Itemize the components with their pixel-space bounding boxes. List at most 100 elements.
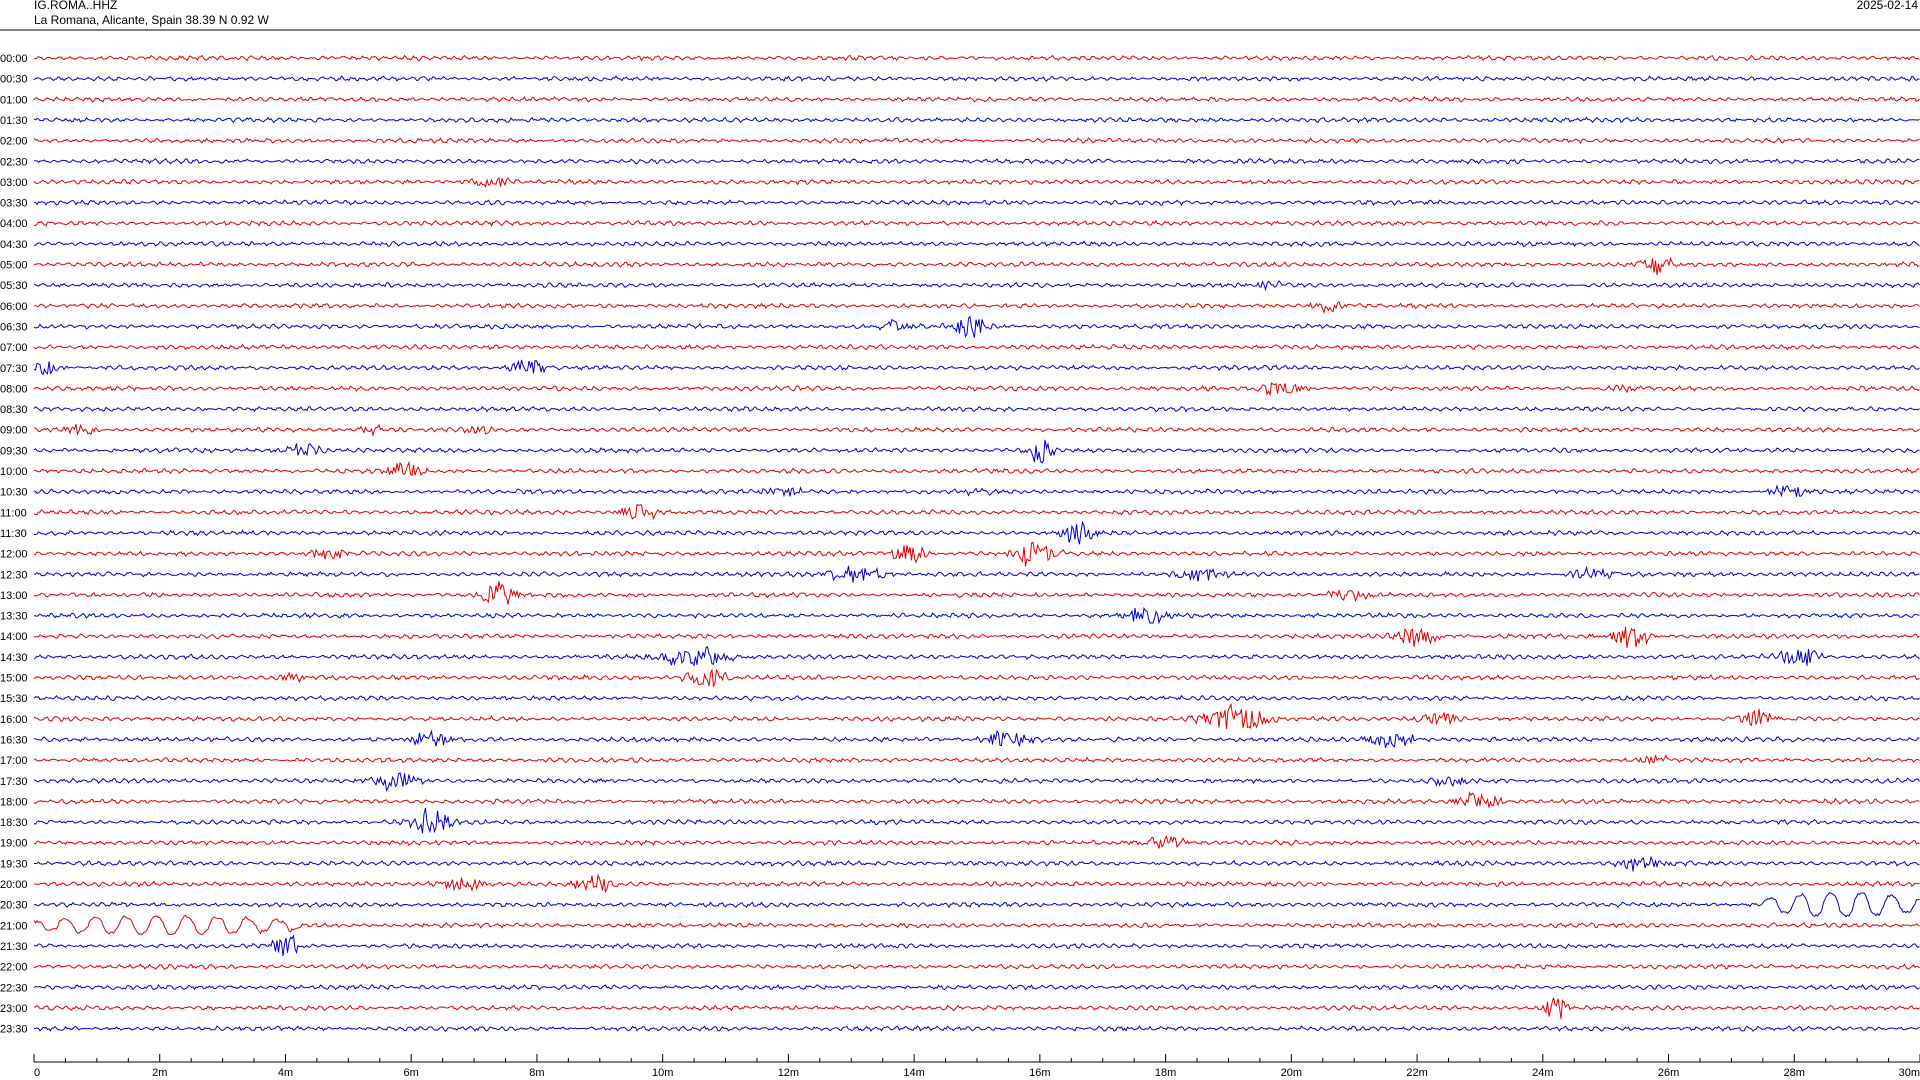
seismic-trace-1730 — [33, 772, 1920, 792]
x-tick-label: 6m — [404, 1067, 419, 1079]
row-time-label: 13:00 — [0, 590, 28, 602]
row-time-label: 20:30 — [0, 900, 28, 912]
row-time-label: 20:00 — [0, 879, 28, 891]
seismic-trace-1530 — [33, 694, 1920, 702]
row-time-label: 00:30 — [0, 74, 28, 86]
row-time-label: 01:30 — [0, 115, 28, 127]
seismic-trace-2100 — [33, 914, 1920, 936]
seismic-trace-1430 — [33, 645, 1920, 667]
row-time-label: 11:30 — [0, 528, 27, 540]
seismic-trace-1200 — [33, 541, 1920, 567]
seismic-trace-2300 — [33, 997, 1920, 1019]
row-time-label: 16:00 — [0, 714, 28, 726]
row-time-label: 00:00 — [0, 53, 28, 65]
seismic-trace-0330 — [33, 199, 1920, 207]
row-time-label: 17:00 — [0, 755, 28, 767]
seismic-trace-0630 — [33, 315, 1920, 339]
seismic-trace-2230 — [33, 983, 1920, 991]
x-tick-label: 28m — [1784, 1067, 1805, 1079]
row-time-label: 23:30 — [0, 1024, 28, 1036]
row-time-label: 02:00 — [0, 136, 28, 148]
seismic-trace-0600 — [33, 301, 1920, 315]
seismic-trace-1330 — [33, 606, 1920, 625]
seismic-trace-1600 — [33, 702, 1920, 730]
x-tick-label: 18m — [1155, 1067, 1176, 1079]
x-tick-label: 16m — [1029, 1067, 1050, 1079]
seismic-trace-0300 — [33, 176, 1920, 188]
seismic-trace-2200 — [33, 963, 1920, 970]
row-time-label: 17:30 — [0, 776, 28, 788]
row-time-label: 15:30 — [0, 693, 28, 705]
row-time-label: 14:00 — [0, 631, 28, 643]
row-time-label: 21:00 — [0, 920, 28, 932]
row-time-label: 23:00 — [0, 1003, 28, 1015]
row-time-label: 18:00 — [0, 796, 28, 808]
seismic-trace-0530 — [33, 279, 1920, 292]
row-time-label: 19:30 — [0, 858, 28, 870]
seismic-trace-1300 — [33, 581, 1920, 605]
row-time-label: 10:30 — [0, 487, 28, 499]
x-tick-label: 0 — [34, 1067, 40, 1079]
x-tick-label: 24m — [1532, 1067, 1553, 1079]
seismic-trace-1930 — [33, 855, 1920, 872]
x-tick-label: 12m — [778, 1067, 799, 1079]
x-tick-label: 26m — [1658, 1067, 1679, 1079]
row-time-label: 19:00 — [0, 838, 28, 850]
row-time-label: 07:30 — [0, 363, 28, 375]
plot-date: 2025-02-14 — [1857, 0, 1919, 12]
x-tick-label: 30m — [1899, 1067, 1920, 1079]
seismic-trace-2030 — [34, 891, 1920, 918]
row-time-label: 07:00 — [0, 342, 28, 354]
row-time-label: 05:30 — [0, 280, 28, 292]
row-time-label: 13:30 — [0, 611, 28, 623]
x-axis: 0 2m 4m 6m 8m 10m 12m 14m 16m 18m 20m 22m 24m 26m 28m 3… — [33, 1054, 1920, 1079]
seismic-trace-1630 — [33, 729, 1920, 748]
row-time-label: 22:00 — [0, 962, 28, 974]
seismic-trace-0100 — [33, 96, 1920, 103]
x-tick-label: 22m — [1406, 1067, 1427, 1079]
row-time-label: 16:30 — [0, 734, 28, 746]
station-location: La Romana, Alicante, Spain 38.39 N 0.92 … — [34, 13, 269, 27]
seismic-trace-0730 — [33, 359, 1920, 376]
row-time-label: 04:30 — [0, 239, 28, 251]
row-time-label: 12:30 — [0, 569, 28, 581]
row-time-label: 09:00 — [0, 425, 28, 437]
seismic-trace-0930 — [33, 439, 1920, 464]
seismic-trace-1030 — [33, 484, 1920, 498]
trace-group — [33, 54, 1920, 1032]
seismic-trace-0900 — [33, 423, 1920, 437]
row-time-label: 04:00 — [0, 218, 28, 230]
seismic-trace-1230 — [33, 565, 1920, 583]
row-time-label: 01:00 — [0, 94, 28, 106]
x-tick-label: 4m — [278, 1067, 293, 1079]
seismic-trace-1900 — [33, 834, 1920, 849]
seismic-trace-0700 — [33, 343, 1920, 351]
seismic-trace-0000 — [33, 54, 1920, 62]
row-time-label: 06:30 — [0, 321, 28, 333]
seismic-trace-0500 — [33, 256, 1920, 276]
seismic-trace-2130 — [33, 934, 1920, 957]
seismic-trace-0230 — [33, 157, 1920, 165]
seismic-trace-0800 — [33, 382, 1920, 397]
row-time-label: 09:30 — [0, 445, 28, 457]
x-tick-label: 10m — [652, 1067, 673, 1079]
station-code: IG.ROMA..HHZ — [34, 0, 117, 12]
row-time-label: 03:30 — [0, 198, 28, 210]
row-time-label: 18:30 — [0, 817, 28, 829]
row-label-group: 00:00 00:30 01:00 01:30 02:00 02:30 03:00 03:30… — [0, 53, 28, 1036]
seismic-trace-2330 — [33, 1025, 1920, 1032]
row-time-label: 08:30 — [0, 404, 28, 416]
row-time-label: 06:00 — [0, 301, 28, 313]
seismic-trace-0830 — [33, 405, 1920, 413]
x-tick-label: 20m — [1281, 1067, 1302, 1079]
seismic-trace-1130 — [33, 520, 1920, 545]
seismic-trace-0430 — [33, 240, 1920, 248]
row-time-label: 10:00 — [0, 466, 28, 478]
seismic-trace-1000 — [33, 460, 1920, 477]
x-tick-label: 8m — [529, 1067, 544, 1079]
row-time-label: 05:00 — [0, 260, 28, 272]
seismic-trace-2000 — [33, 873, 1920, 894]
row-time-label: 15:00 — [0, 673, 28, 685]
seismic-trace-0130 — [33, 116, 1920, 124]
